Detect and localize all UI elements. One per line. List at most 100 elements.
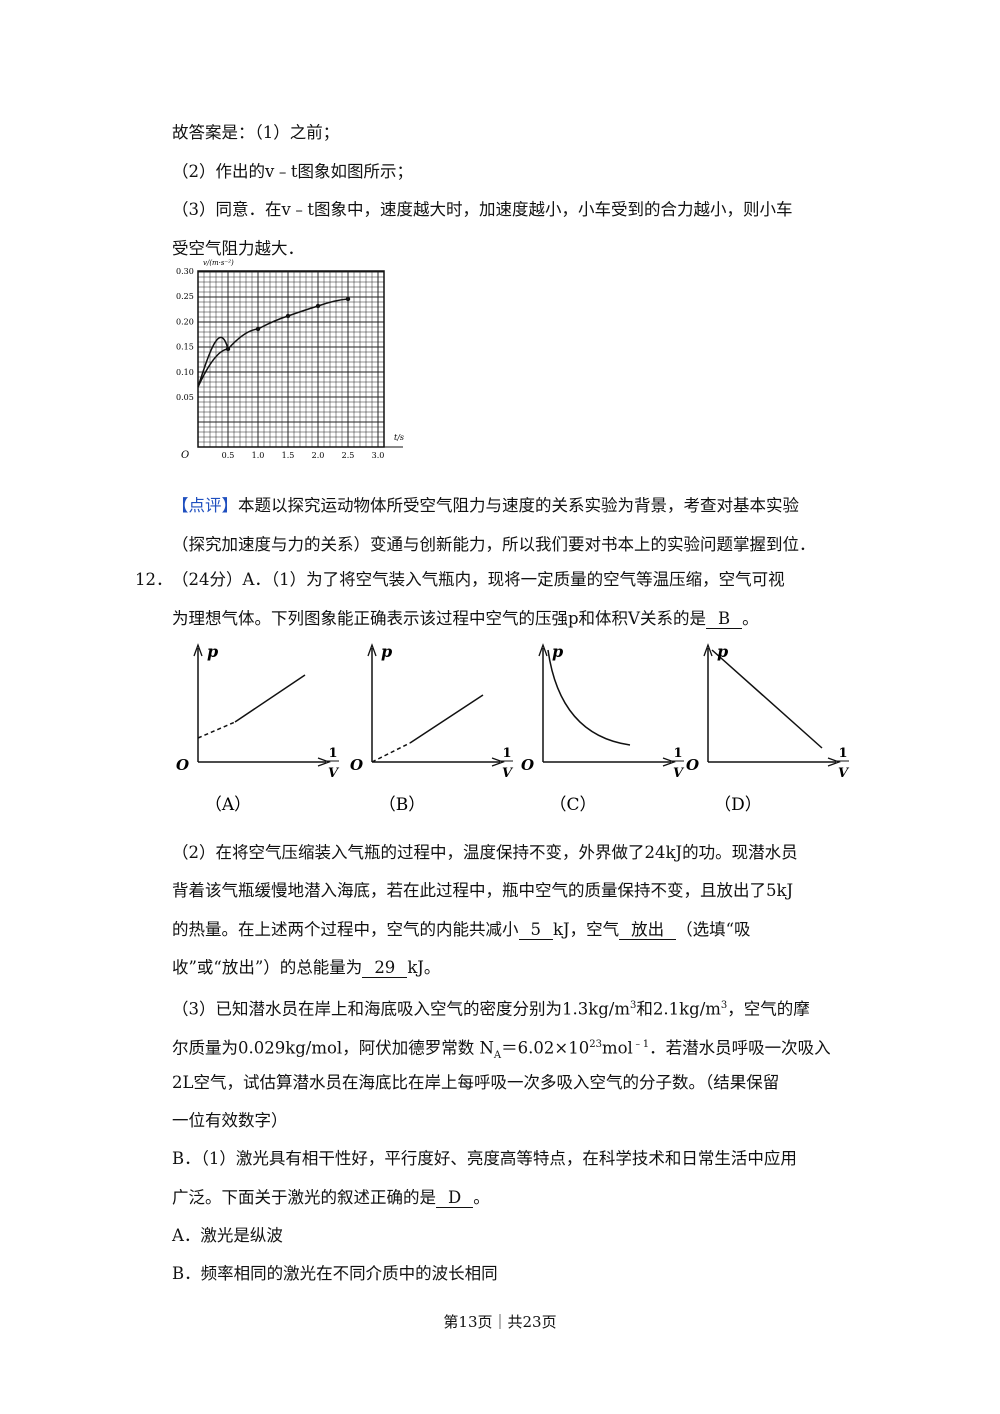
text-line: （探究加速度与力的关系）变通与创新能力，所以我们要对书本上的实验问题掌握到位． — [172, 534, 816, 556]
origin-label: O — [521, 756, 534, 774]
arrow — [538, 643, 548, 657]
text: （24分）A．（1）为了将空气装入气瓶内，现将一定质量的空气等温压缩，空气可视 — [172, 570, 785, 589]
x-tick-label: 2.5 — [342, 451, 355, 460]
x-tick-label: 3.0 — [372, 451, 385, 460]
text: 广泛。下面关于激光的叙述正确的是 — [172, 1187, 436, 1207]
x-axis-den: V — [673, 766, 685, 781]
text: 。 — [473, 1187, 490, 1207]
text-line: 收”或“放出”）的总能量为 29 kJ。 — [172, 957, 440, 979]
text-line: （2）在将空气压缩装入气瓶的过程中，温度保持不变，外界做了24kJ的功。现潜水员 — [172, 842, 798, 864]
y-tick-label: 0.05 — [176, 393, 194, 402]
sub: A — [493, 1049, 502, 1061]
text-line: 故答案是：（1）之前； — [172, 122, 339, 144]
text: 为理想气体。下列图象能正确表示该过程中空气的压强p和体积V关系的是 — [172, 609, 706, 628]
text-line: 2L空气，试估算潜水员在海底比在岸上每呼吸一次多吸入空气的分子数。（结果保留 — [172, 1072, 779, 1094]
text-line: （3）已知潜水员在岸上和海底吸入空气的密度分别为1.3kg/m3和2.1kg/m… — [172, 995, 810, 1021]
text: ，空气的摩 — [727, 999, 810, 1019]
text: （3）已知潜水员在岸上和海底吸入空气的密度分别为1.3kg/m — [172, 999, 631, 1019]
text: （2）作出的v﹣t图象如图所示； — [172, 161, 413, 181]
vt-point — [255, 326, 261, 332]
vt-point — [225, 346, 231, 352]
figure-label: （A） — [205, 795, 251, 815]
graph-line — [234, 674, 306, 723]
graph-line — [371, 742, 411, 763]
x-axis-num: 1 — [673, 746, 682, 761]
y-tick-label: 0.20 — [176, 317, 194, 326]
text: 的热量。在上述两个过程中，空气的内能共减小 — [172, 919, 519, 939]
x-axis-num: 1 — [838, 746, 847, 761]
text: 本题以探究运动物体所受空气阻力与速度的关系实验为背景，考查对基本实验 — [238, 496, 799, 515]
text: kJ。 — [407, 957, 441, 977]
text: 和2.1kg/m — [636, 999, 721, 1019]
text-line: 一位有效数字） — [172, 1110, 288, 1132]
blank: 5 — [518, 919, 553, 940]
blank: B — [705, 609, 743, 629]
x-axis-den: V — [328, 766, 340, 781]
origin-label: O — [181, 450, 189, 461]
text: 。 — [742, 609, 759, 628]
text: 尔质量为0.029kg/mol，阿伏加德罗常数 N — [172, 1038, 494, 1057]
y-axis-label: v/(m·s⁻²) — [203, 259, 234, 267]
y-axis-label: p — [717, 642, 728, 661]
vt-point — [345, 296, 351, 302]
tag: 【点评】 — [172, 496, 238, 515]
y-tick-label: 0.15 — [176, 343, 194, 352]
arrow — [827, 757, 841, 767]
text-line: 广泛。下面关于激光的叙述正确的是 D。 — [172, 1187, 490, 1209]
text-line: （24分）A．（1）为了将空气装入气瓶内，现将一定质量的空气等温压缩，空气可视 — [172, 569, 785, 591]
arrow — [367, 643, 377, 657]
graph-line — [547, 649, 631, 746]
text-line: （3）同意．在v﹣t图象中，速度越大时，加速度越小，小车受到的合力越小，则小车 — [172, 199, 792, 221]
sup: 3 — [630, 1000, 637, 1012]
x-axis-num: 1 — [502, 746, 511, 761]
text: 一位有效数字） — [172, 1111, 288, 1131]
graph-line — [197, 721, 236, 739]
figure-label: （D） — [714, 795, 762, 815]
text: （2）在将空气压缩装入气瓶的过程中，温度保持不变，外界做了24kJ的功。现潜水员 — [172, 843, 798, 862]
sup: ﹣1 — [632, 1038, 650, 1050]
text-line: B．（1）激光具有相干性好，平行度好、亮度高等特点，在科学技术和日常生活中应用 — [172, 1148, 797, 1170]
graph-line — [711, 649, 823, 749]
text-line: 受空气阻力越大． — [172, 238, 304, 260]
footer: 第13页｜共23页 — [443, 1313, 557, 1331]
y-axis-label: p — [207, 642, 218, 661]
x-tick-label: 2.0 — [312, 451, 325, 460]
arrow — [662, 757, 676, 767]
text: 故答案是：（1）之前； — [172, 123, 340, 142]
origin-label: O — [350, 756, 363, 774]
arrow — [491, 757, 505, 767]
y-tick-label: 0.10 — [176, 368, 194, 377]
text-line: 为理想气体。下列图象能正确表示该过程中空气的压强p和体积V关系的是 B。 — [172, 608, 759, 630]
figure-label: （C） — [549, 795, 596, 815]
text-line: A．激光是纵波 — [172, 1225, 283, 1247]
vt-point — [285, 313, 291, 319]
text: 2L空气，试估算潜水员在海底比在岸上每呼吸一次多吸入空气的分子数。（结果保留 — [172, 1072, 780, 1092]
question-number: 12． — [135, 570, 173, 589]
graph-line — [409, 694, 484, 744]
arrow — [317, 757, 331, 767]
y-axis-label: p — [552, 642, 563, 661]
text: （探究加速度与力的关系）变通与创新能力，所以我们要对书本上的实验问题掌握到位． — [172, 534, 816, 554]
text-line: B．频率相同的激光在不同介质中的波长相同 — [172, 1263, 498, 1285]
text: 收”或“放出”）的总能量为 — [172, 957, 363, 977]
blank: 放出 — [619, 919, 677, 940]
y-tick-label: 0.25 — [176, 292, 194, 301]
arrow — [193, 643, 203, 657]
arrow — [703, 643, 713, 657]
text: 背着该气瓶缓慢地潜入海底，若在此过程中，瓶中空气的质量保持不变，且放出了5kJ — [172, 881, 794, 901]
text-line: 背着该气瓶缓慢地潜入海底，若在此过程中，瓶中空气的质量保持不变，且放出了5kJ — [172, 880, 793, 902]
text: （选填“吸 — [676, 919, 751, 939]
vt-point — [315, 303, 321, 309]
blank: 29 — [362, 957, 408, 978]
x-axis-num: 1 — [328, 746, 337, 761]
x-axis-den: V — [838, 766, 850, 781]
graph-frame — [197, 270, 385, 448]
text: ．若潜水员呼吸一次吸入 — [649, 1038, 831, 1057]
text: B．（1）激光具有相干性好，平行度好、亮度高等特点，在科学技术和日常生活中应用 — [172, 1149, 797, 1169]
text: ＝6.02×10 — [501, 1038, 590, 1057]
blank: D — [436, 1187, 474, 1208]
x-tick-label: 0.5 — [222, 451, 235, 460]
text: B．频率相同的激光在不同介质中的波长相同 — [172, 1264, 498, 1284]
